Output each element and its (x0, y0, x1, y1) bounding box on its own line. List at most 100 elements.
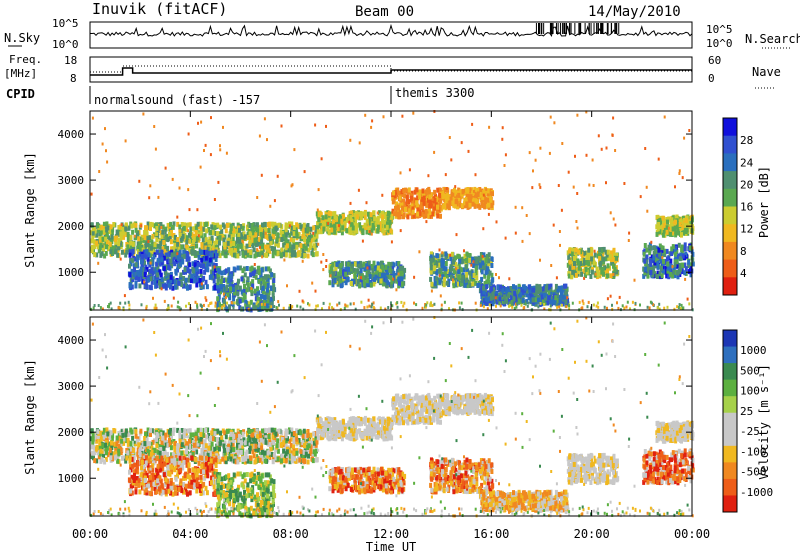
power-cell (164, 226, 168, 232)
power-cell (258, 251, 262, 257)
power-cell (683, 136, 686, 140)
power-cell (338, 278, 342, 284)
power-cell (222, 284, 225, 289)
power-cell (485, 187, 488, 191)
power-cell (170, 304, 173, 308)
power-cell (293, 148, 296, 152)
power-cell (230, 301, 233, 305)
power-cell (501, 301, 504, 304)
power-cell (228, 295, 232, 301)
power-cell (134, 227, 138, 233)
power-cell (263, 295, 267, 300)
power-cell (541, 294, 545, 300)
power-cell (315, 242, 318, 248)
power-cell (298, 289, 301, 293)
power-cell (206, 256, 210, 261)
power-cell (534, 290, 538, 296)
power-cell (147, 252, 151, 258)
power-cell (308, 303, 311, 307)
power-cell (449, 196, 453, 202)
power-cell (312, 237, 316, 243)
power-cell (458, 258, 462, 264)
power-cell (444, 266, 448, 272)
power-cell (199, 263, 203, 269)
power-data-cells (90, 110, 695, 313)
power-cell (676, 262, 679, 268)
power-cell (136, 245, 140, 251)
power-cell (283, 258, 286, 262)
power-cell (463, 203, 466, 209)
power-cell (521, 239, 524, 243)
power-cell (248, 239, 252, 245)
power-cell (119, 240, 123, 246)
power-cell (96, 244, 100, 250)
power-cell (274, 249, 278, 255)
power-cell (348, 220, 351, 224)
power-cell (242, 231, 246, 237)
power-cell (453, 202, 457, 207)
power-cell (288, 221, 291, 227)
power-cell (290, 230, 294, 236)
power-cell (660, 230, 664, 235)
power-cell (554, 283, 558, 289)
power-cell (218, 286, 222, 292)
power-cell (577, 260, 580, 266)
power-cell (338, 301, 341, 305)
power-cell (381, 264, 384, 270)
power-cell (147, 277, 150, 283)
power-cell (570, 251, 574, 257)
power-cell (233, 241, 237, 247)
power-cell (236, 300, 240, 306)
power-cell (376, 211, 379, 215)
power-cell (264, 284, 268, 290)
power-cell (302, 243, 306, 249)
power-cell (229, 273, 233, 279)
power-cell (472, 273, 476, 278)
power-cell (670, 246, 674, 252)
power-cell (413, 202, 416, 208)
freq-tick-top: 18 (64, 54, 77, 67)
power-cell (457, 187, 460, 191)
power-cell (275, 306, 278, 309)
power-cell (237, 278, 240, 284)
power-cell (232, 296, 236, 302)
power-cell (677, 306, 680, 309)
power-cell (280, 124, 283, 128)
power-cell (225, 223, 229, 228)
power-cell (246, 282, 250, 288)
power-cell (290, 247, 294, 253)
power-cell (606, 273, 610, 279)
power-cell (173, 238, 177, 244)
power-cell (126, 244, 130, 250)
power-cell (163, 275, 167, 281)
power-cell (278, 303, 280, 307)
power-cell (435, 261, 439, 267)
power-cell (452, 259, 455, 265)
power-cell (403, 301, 406, 305)
power-cell (474, 198, 478, 204)
power-cell (275, 237, 279, 243)
power-cell (200, 305, 203, 308)
power-cell (239, 243, 243, 249)
power-cell (656, 214, 660, 220)
power-cell (231, 222, 235, 228)
power-cell (658, 251, 662, 257)
power-cell (561, 142, 564, 145)
power-cell (173, 242, 177, 248)
power-cell (117, 245, 121, 251)
power-cell (667, 274, 671, 280)
power-cell (642, 266, 646, 272)
power-cell (267, 228, 271, 233)
power-cell (454, 255, 458, 261)
power-cell (365, 229, 369, 235)
power-cell (163, 249, 167, 255)
power-cell (251, 223, 255, 228)
power-cell (555, 276, 558, 280)
power-cell (245, 266, 249, 271)
power-cell (129, 235, 133, 241)
power-cell (574, 272, 578, 278)
power-cell (418, 211, 422, 216)
power-cell (524, 285, 528, 291)
power-cell (185, 239, 189, 245)
power-cell (103, 253, 107, 259)
